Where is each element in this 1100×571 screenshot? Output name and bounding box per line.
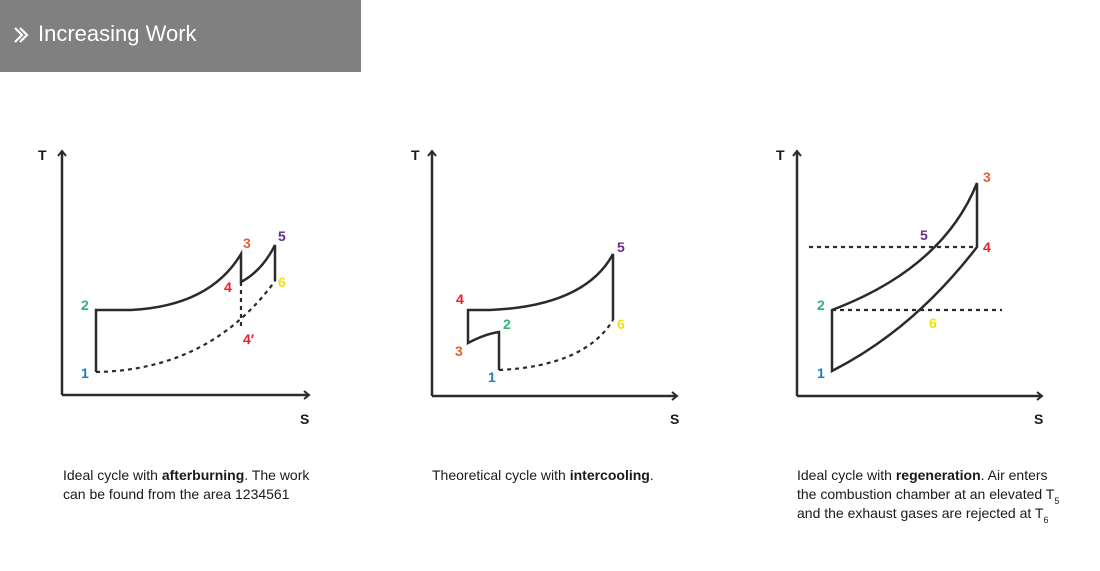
point-label-5: 5 [617,239,625,255]
diagram-regeneration: T S 1 2 3 4 5 6 [776,147,1044,427]
cycle-dashed [95,280,276,374]
cycle-solid [94,244,277,372]
point-label-4: 4 [983,239,991,255]
point-label-1: 1 [817,365,825,381]
caption-afterburning: Ideal cycle with afterburning. The work … [63,467,310,502]
point-label-3: 3 [983,169,991,185]
axes [57,149,311,400]
point-label-2: 2 [81,297,89,313]
point-label-1: 1 [488,369,496,385]
axis-label-t: T [411,147,420,163]
axes [427,149,679,401]
point-label-4: 4 [224,279,232,295]
axis-label-s: S [1034,411,1043,427]
point-label-6: 6 [278,274,286,290]
point-label-6: 6 [929,315,937,331]
diagram-intercooling: T S 1 2 3 4 5 6 [411,147,679,427]
caption-intercooling: Theoretical cycle with intercooling. [432,467,654,483]
point-label-2: 2 [503,316,511,332]
cycle-solid [466,253,615,370]
point-label-6: 6 [617,316,625,332]
point-label-5: 5 [920,227,928,243]
point-label-4-prime: 4′ [243,331,255,347]
point-label-1: 1 [81,365,89,381]
axis-label-s: S [670,411,679,427]
point-label-4: 4 [456,291,464,307]
diagram-afterburning: T S 1 2 3 4 4′ 5 6 [38,147,311,427]
axis-label-s: S [300,411,309,427]
cycle-dashed [809,245,1002,312]
point-label-3: 3 [243,235,251,251]
point-label-3: 3 [455,343,463,359]
section-header: Increasing Work [0,0,361,72]
point-label-2: 2 [817,297,825,313]
axes [792,149,1044,401]
double-chevron-right-icon [14,27,29,43]
cycle-solid [830,182,979,374]
axis-label-t: T [38,147,47,163]
point-label-5: 5 [278,228,286,244]
axis-label-t: T [776,147,785,163]
caption-regeneration: Ideal cycle with regeneration. Air enter… [797,467,1060,525]
page-title: Increasing Work [38,21,197,46]
cycle-dashed [498,319,614,372]
